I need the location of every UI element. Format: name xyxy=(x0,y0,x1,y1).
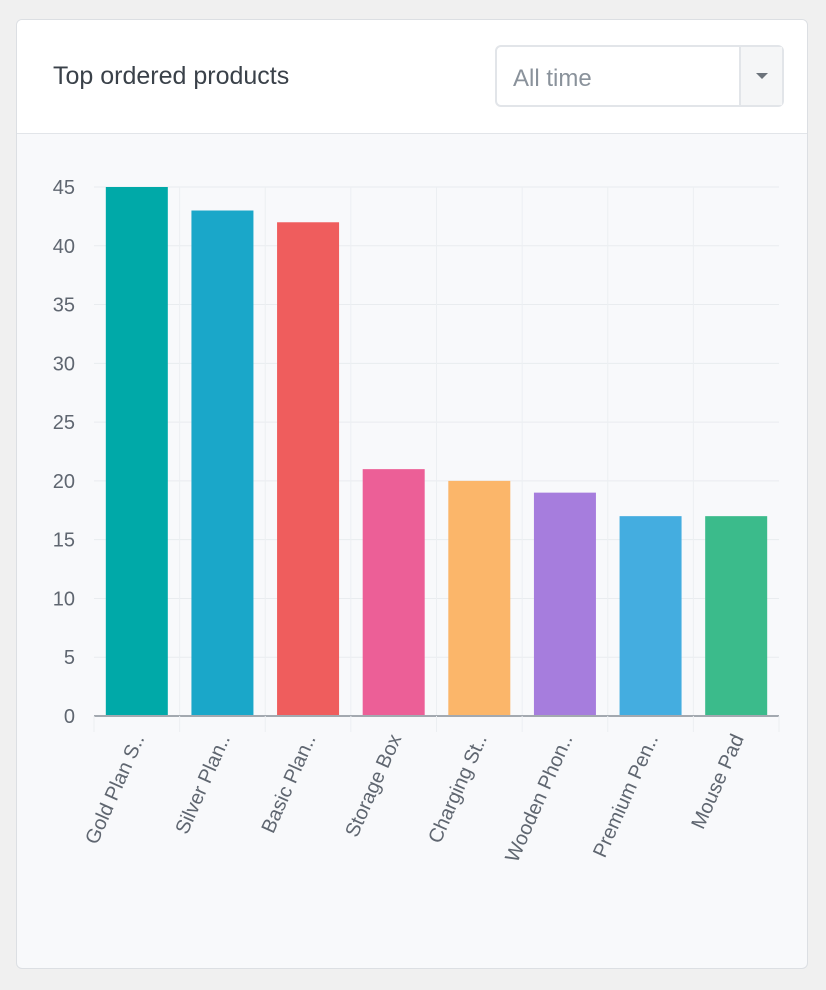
select-toggle-button[interactable] xyxy=(739,47,782,105)
card-header: Top ordered products All time xyxy=(17,20,807,134)
y-tick-label: 15 xyxy=(53,530,75,552)
y-tick-label: 0 xyxy=(64,706,75,728)
x-category-label: Wooden Phon.. xyxy=(501,731,577,866)
x-category-label: Storage Box xyxy=(341,731,406,841)
x-category-label: Charging St.. xyxy=(424,731,492,847)
y-tick-label: 25 xyxy=(53,412,75,434)
y-tick-label: 10 xyxy=(53,588,75,610)
bar-silver-plan xyxy=(191,210,254,716)
bar-premium-pen xyxy=(619,516,682,716)
bar-gold-plan-s xyxy=(105,187,168,716)
top-products-card: Top ordered products All time 0 5 10 15 20 25… xyxy=(16,19,808,969)
x-category-label: Gold Plan S.. xyxy=(81,731,149,848)
x-category-label: Basic Plan.. xyxy=(258,731,321,836)
y-tick-label: 20 xyxy=(53,471,75,493)
y-tick-label: 35 xyxy=(53,295,75,317)
x-category-label: Silver Plan.. xyxy=(172,731,236,837)
card-title: Top ordered products xyxy=(53,62,290,90)
bar-charging-st xyxy=(448,480,511,716)
bar-basic-plan xyxy=(277,222,340,716)
time-range-value: All time xyxy=(513,65,592,92)
y-tick-label: 45 xyxy=(53,177,75,199)
y-tick-label: 30 xyxy=(53,353,75,375)
bar-mouse-pad xyxy=(705,516,768,716)
y-tick-label: 40 xyxy=(53,236,75,258)
caret-down-icon xyxy=(756,73,768,79)
bar-chart: 0 5 10 15 20 25 30 35 40 45 Gold Plan S.. Silver Pl… xyxy=(53,177,780,866)
x-category-label: Premium Pen.. xyxy=(589,731,663,861)
y-tick-label: 5 xyxy=(64,647,75,669)
bar-wooden-phon xyxy=(533,492,596,716)
bar-storage-box xyxy=(362,469,425,716)
time-range-select[interactable]: All time xyxy=(495,45,784,107)
x-category-label: Mouse Pad xyxy=(688,731,749,832)
